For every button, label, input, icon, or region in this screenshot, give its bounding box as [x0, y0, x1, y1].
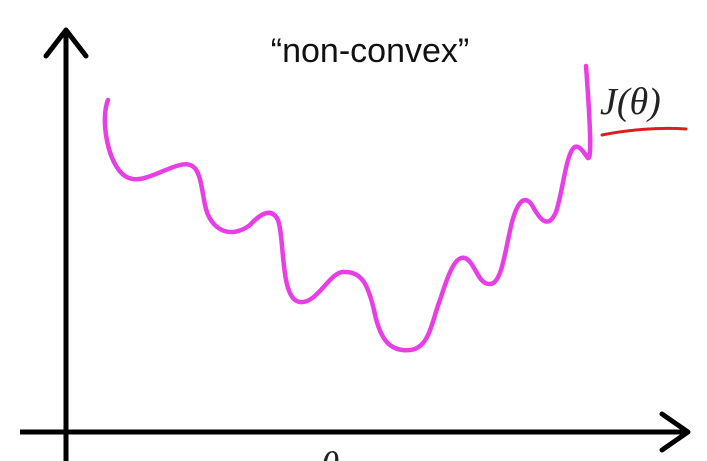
x-axis-arrowhead: [659, 411, 691, 453]
label-underline: [600, 126, 688, 137]
x-axis-label: θ: [321, 445, 340, 461]
title: “non-convex”: [271, 32, 469, 70]
y-axis-arrowhead: [43, 27, 89, 59]
cost-curve: [102, 63, 593, 353]
curve-label: J(θ): [600, 81, 661, 123]
